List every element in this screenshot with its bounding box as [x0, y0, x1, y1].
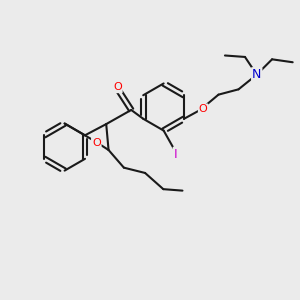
Text: O: O	[199, 104, 208, 114]
Text: O: O	[113, 82, 122, 92]
Text: O: O	[92, 138, 101, 148]
Text: I: I	[174, 148, 177, 160]
Text: N: N	[252, 68, 261, 81]
